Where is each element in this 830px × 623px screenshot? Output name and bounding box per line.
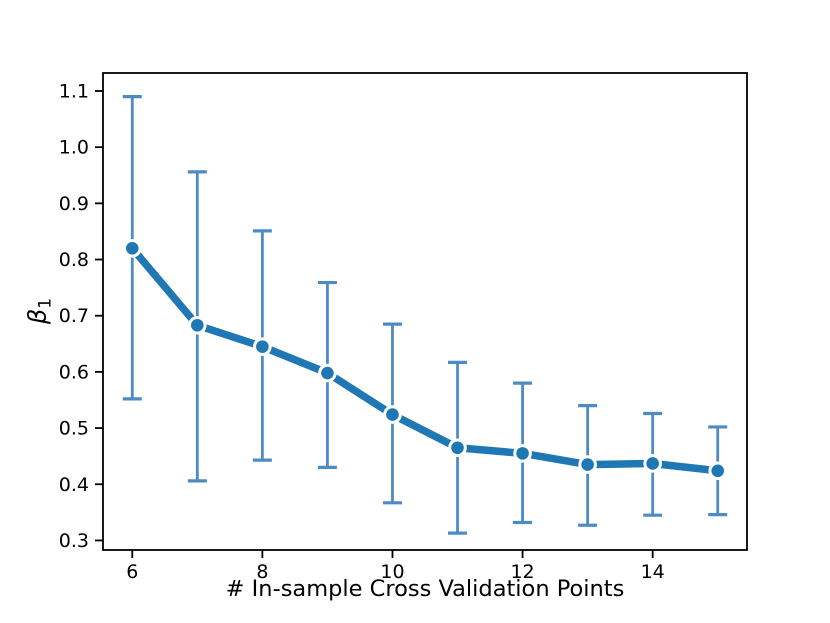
data-point [188,315,207,335]
y-tick-label: 0.4 [59,474,89,496]
data-point [578,455,597,474]
y-tick-label: 0.5 [59,418,89,440]
data-point [318,363,337,383]
y-tick-label: 0.7 [59,305,89,327]
data-point [253,337,272,356]
y-tick-label: 0.3 [59,530,89,552]
data-point [122,238,142,258]
x-tick-label: 6 [126,561,138,583]
y-axis-label-beta: β [23,308,52,325]
x-tick-label: 14 [641,561,665,583]
y-tick-label: 1.1 [59,80,89,102]
data-point [643,454,662,473]
data-point [448,438,467,458]
plot-frame [102,72,748,551]
y-tick-label: 0.8 [59,249,89,271]
x-tick-label: 8 [256,561,268,583]
y-tick-label: 0.6 [59,361,89,383]
y-axis-label: β1 [23,297,56,325]
x-tick-label: 12 [510,561,534,583]
y-tick-label: 1.0 [59,137,89,159]
x-axis-label: # In-sample Cross Validation Points [225,576,625,602]
x-tick-label: 10 [380,561,404,583]
data-line [128,244,722,475]
data-point [708,461,728,481]
y-tick-label: 0.9 [59,193,89,215]
data-point [513,444,532,463]
y-axis-label-subscript: 1 [35,297,56,309]
data-point [383,405,402,424]
